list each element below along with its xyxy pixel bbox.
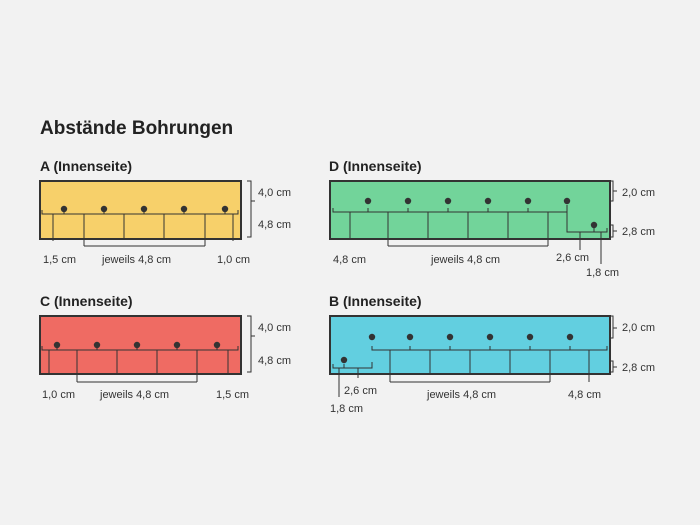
- panel-b-brackets: [332, 315, 617, 397]
- panel-c-left-spacing: 1,0 cm: [42, 389, 75, 401]
- panel-d-label: D (Innenseite): [329, 158, 422, 174]
- panel-b-offset-spacing: 2,6 cm: [344, 385, 377, 397]
- hole: [486, 333, 494, 341]
- panel-a-board: [39, 180, 242, 240]
- hole: [406, 333, 414, 341]
- panel-a-repeat-spacing: jeweils 4,8 cm: [101, 254, 171, 266]
- panel-a-label: A (Innenseite): [40, 158, 133, 174]
- hole: [364, 197, 372, 205]
- hole: [173, 341, 181, 349]
- hole: [213, 341, 221, 349]
- hole: [340, 356, 348, 364]
- panel-d-height-top: 2,0 cm: [622, 187, 655, 199]
- hole: [368, 333, 376, 341]
- hole: [53, 341, 61, 349]
- hole: [180, 205, 188, 213]
- panel-b-right-spacing: 4,8 cm: [568, 389, 601, 401]
- hole: [590, 221, 598, 229]
- hole: [140, 205, 148, 213]
- hole: [526, 333, 534, 341]
- hole: [444, 197, 452, 205]
- panel-b-height-top: 2,0 cm: [622, 322, 655, 334]
- hole: [524, 197, 532, 205]
- hole: [221, 205, 229, 213]
- hole: [404, 197, 412, 205]
- hole: [93, 341, 101, 349]
- panel-d-edge-spacing: 1,8 cm: [586, 267, 619, 279]
- panel-d-board: [329, 180, 611, 240]
- hole: [100, 205, 108, 213]
- panel-d-brackets: [332, 180, 617, 264]
- panel-b-repeat-spacing: jeweils 4,8 cm: [426, 389, 496, 401]
- panel-a-left-spacing: 1,5 cm: [43, 254, 76, 266]
- panel-c-board: [39, 315, 242, 375]
- hole: [484, 197, 492, 205]
- panel-a-height-top: 4,0 cm: [258, 187, 291, 199]
- panel-b-edge-spacing: 1,8 cm: [330, 403, 363, 415]
- panel-a-right-spacing: 1,0 cm: [217, 254, 250, 266]
- panel-b-label: B (Innenseite): [329, 293, 422, 309]
- panel-a-height-bottom: 4,8 cm: [258, 219, 291, 231]
- page-title: Abstände Bohrungen: [40, 118, 234, 139]
- panel-b-height-bottom: 2,8 cm: [622, 362, 655, 374]
- panel-c-height-top: 4,0 cm: [258, 322, 291, 334]
- panel-c-height-bottom: 4,8 cm: [258, 355, 291, 367]
- panel-c-right-spacing: 1,5 cm: [216, 389, 249, 401]
- panel-d-repeat-spacing: jeweils 4,8 cm: [430, 254, 500, 266]
- panel-d-height-bottom: 2,8 cm: [622, 226, 655, 238]
- panel-d-left-spacing: 4,8 cm: [333, 254, 366, 266]
- hole: [133, 341, 141, 349]
- hole: [563, 197, 571, 205]
- hole: [566, 333, 574, 341]
- hole: [60, 205, 68, 213]
- panel-c-label: C (Innenseite): [40, 293, 133, 309]
- panel-d-offset-spacing: 2,6 cm: [556, 252, 589, 264]
- hole: [446, 333, 454, 341]
- panel-c-repeat-spacing: jeweils 4,8 cm: [99, 389, 169, 401]
